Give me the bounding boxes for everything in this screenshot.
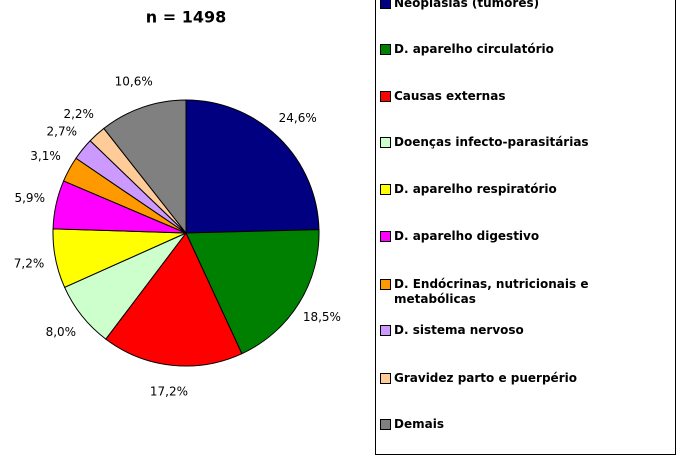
legend-entry: D. aparelho circulatório xyxy=(380,42,672,57)
legend-label: Neoplasias (tumores) xyxy=(394,0,540,10)
legend-swatch xyxy=(380,279,391,290)
legend-swatch xyxy=(380,419,391,430)
legend-label: Demais xyxy=(394,417,444,431)
data-label: 17,2% xyxy=(150,385,188,399)
data-label: 5,9% xyxy=(14,191,45,205)
pie-slice xyxy=(185,99,320,234)
data-label: 18,5% xyxy=(303,310,341,324)
data-label: 8,0% xyxy=(46,325,77,339)
legend-swatch xyxy=(380,325,391,336)
legend-label: D. aparelho respiratório xyxy=(394,182,557,196)
legend-entry: Gravidez parto e puerpério xyxy=(380,371,672,386)
data-label: 2,2% xyxy=(63,107,94,121)
legend-entry: Demais xyxy=(380,417,672,432)
legend-entry: D. Endócrinas, nutricionais e metabólica… xyxy=(380,277,672,307)
chart: n = 1498 24,6% 18,5% 17,2% 8,0% 7,2% 5,9% 3,1%… xyxy=(14,8,341,399)
legend-swatch xyxy=(380,231,391,242)
legend-entry: D. aparelho digestivo xyxy=(380,229,672,244)
legend-entry: D. aparelho respiratório xyxy=(380,182,672,197)
pie-slice xyxy=(105,232,243,367)
legend-entry: Neoplasias (tumores) xyxy=(380,0,672,11)
legend-label: Gravidez parto e puerpério xyxy=(394,371,577,385)
legend-entry: Doenças infecto-parasitárias xyxy=(380,135,672,150)
legend-swatch xyxy=(380,373,391,384)
legend-entry: Causas externas xyxy=(380,89,672,104)
chart-title: n = 1498 xyxy=(146,8,226,27)
legend: Neoplasias (tumores) D. aparelho circulat… xyxy=(375,0,676,455)
legend-label: D. sistema nervoso xyxy=(394,323,524,337)
legend-swatch xyxy=(380,44,391,55)
pie-slice xyxy=(103,99,187,235)
data-label: 3,1% xyxy=(30,149,61,163)
data-label: 10,6% xyxy=(115,74,153,88)
legend-swatch xyxy=(380,137,391,148)
legend-swatch xyxy=(380,184,391,195)
legend-label: Doenças infecto-parasitárias xyxy=(394,135,589,149)
data-label: 7,2% xyxy=(14,256,45,270)
legend-label: D. Endócrinas, nutricionais e metabólica… xyxy=(394,277,589,306)
legend-swatch xyxy=(380,0,391,9)
legend-label: Causas externas xyxy=(394,89,506,103)
data-label: 2,7% xyxy=(47,125,78,139)
legend-swatch xyxy=(380,91,391,102)
data-label: 24,6% xyxy=(279,111,317,125)
pie-slice xyxy=(185,229,320,355)
legend-entry: D. sistema nervoso xyxy=(380,323,672,338)
legend-label: D. aparelho digestivo xyxy=(394,229,540,243)
legend-label: D. aparelho circulatório xyxy=(394,42,554,56)
